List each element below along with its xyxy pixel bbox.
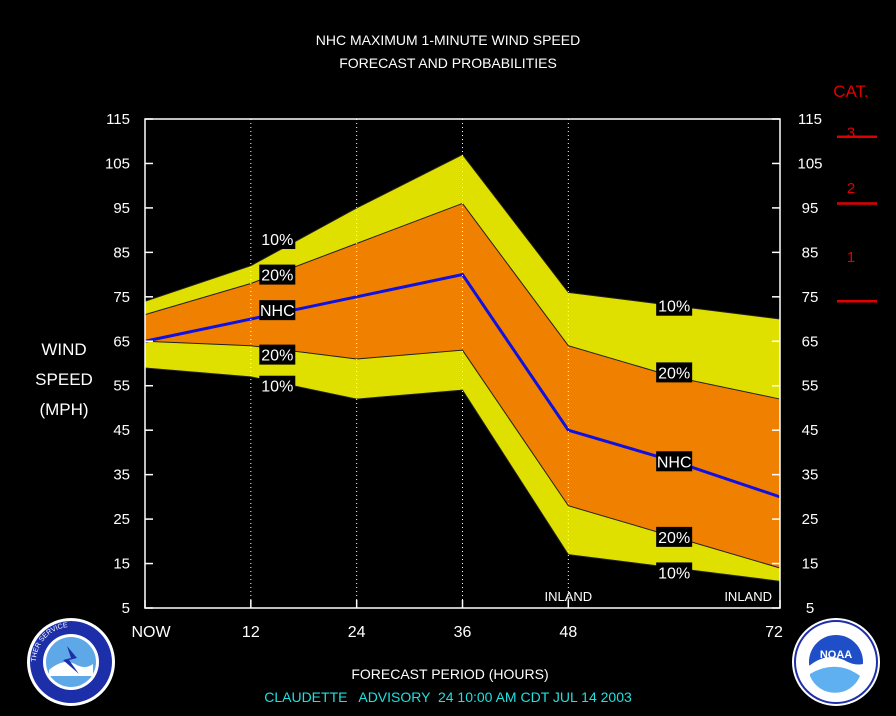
series-label-box-6 (656, 362, 693, 383)
x-tick-label-72: 72 (765, 624, 783, 641)
y-tick-label-right-15: 15 (802, 556, 819, 573)
category-scale: CAT. 3 2 1 (833, 82, 877, 303)
series-label-box-3 (259, 344, 296, 365)
series-label-box-5 (656, 295, 693, 316)
x-tick-label-NOW: NOW (131, 624, 171, 641)
y-tick-label-left-65: 65 (113, 333, 130, 350)
noaa-logo: NOAA (792, 618, 880, 706)
category-label-1: 1 (847, 249, 855, 266)
y-tick-label-left-95: 95 (113, 200, 130, 217)
band-20pct (145, 203, 780, 568)
x-tick-label-24: 24 (348, 624, 366, 641)
y-tick-label-left-115: 115 (106, 111, 130, 128)
series-label-box-1 (259, 264, 296, 285)
series-label-box-2 (259, 300, 296, 321)
y-tick-label-left-45: 45 (113, 422, 130, 439)
y-tick-label-right-105: 105 (797, 155, 822, 172)
chart-title-line-1: NHC MAXIMUM 1-MINUTE WIND SPEED (316, 32, 580, 48)
noaa-logo-text: NOAA (820, 649, 852, 661)
series-label-box-9 (656, 562, 693, 583)
y-tick-label-right-85: 85 (802, 244, 819, 261)
x-tick-label-36: 36 (454, 624, 472, 641)
series-label-3: 20% (261, 348, 293, 365)
series-label-1: 20% (261, 268, 293, 285)
y-tick-label-left-105: 105 (105, 155, 130, 172)
y-axis-label-line-1: WIND (41, 340, 86, 359)
y-axis-label-line-2: SPEED (35, 370, 93, 389)
series-label-4: 10% (261, 379, 293, 396)
series-label-2: NHC (260, 303, 295, 320)
y-axis-label-line-3: (MPH) (39, 400, 88, 419)
y-tick-label-right-65: 65 (802, 333, 819, 350)
category-label-3: 3 (847, 124, 855, 141)
y-tick-label-right-55: 55 (802, 378, 819, 395)
series-label-0: 10% (261, 232, 293, 249)
series-label-box-4 (259, 375, 296, 396)
advisory-footer: CLAUDETTE ADVISORY 24 10:00 AM CDT JUL 1… (264, 689, 632, 705)
y-tick-label-left-5: 5 (122, 600, 130, 617)
x-tick-label-48: 48 (559, 624, 577, 641)
series-label-box-8 (656, 526, 693, 547)
series-label-6: 20% (658, 365, 690, 382)
x-tick-label-12: 12 (242, 624, 260, 641)
y-tick-label-right-5: 5 (806, 600, 814, 617)
y-tick-label-right-45: 45 (802, 422, 819, 439)
chart-title-line-2: FORECAST AND PROBABILITIES (339, 55, 557, 71)
y-tick-label-left-25: 25 (113, 511, 130, 528)
y-tick-label-right-25: 25 (802, 511, 819, 528)
series-label-8: 20% (658, 530, 690, 547)
annotation-inland-0: INLAND (544, 589, 592, 604)
series-label-box-7 (656, 451, 693, 472)
y-tick-label-right-115: 115 (798, 111, 822, 128)
series-labels: 10% 20% NHC 20% 10% 10% 20% NHC 20% 10% (259, 229, 693, 583)
annotation-inland-1: INLAND (724, 589, 772, 604)
category-label-2: 2 (847, 180, 855, 197)
series-label-box-0 (259, 229, 296, 250)
series-label-5: 10% (658, 299, 690, 316)
series-label-9: 10% (658, 565, 690, 582)
y-tick-label-right-95: 95 (802, 200, 819, 217)
y-tick-label-right-35: 35 (802, 467, 819, 484)
category-scale-title: CAT. (833, 82, 869, 101)
series-label-7: NHC (657, 454, 692, 471)
nws-logo: NATIONAL WEATHER SERVICE (27, 618, 115, 706)
y-tick-label-left-75: 75 (113, 289, 130, 306)
y-tick-label-left-85: 85 (113, 244, 130, 261)
y-tick-label-left-15: 15 (113, 556, 130, 573)
y-tick-label-left-55: 55 (113, 378, 130, 395)
y-tick-label-left-35: 35 (113, 467, 130, 484)
x-axis-label: FORECAST PERIOD (HOURS) (351, 666, 548, 682)
y-tick-label-right-75: 75 (802, 289, 819, 306)
